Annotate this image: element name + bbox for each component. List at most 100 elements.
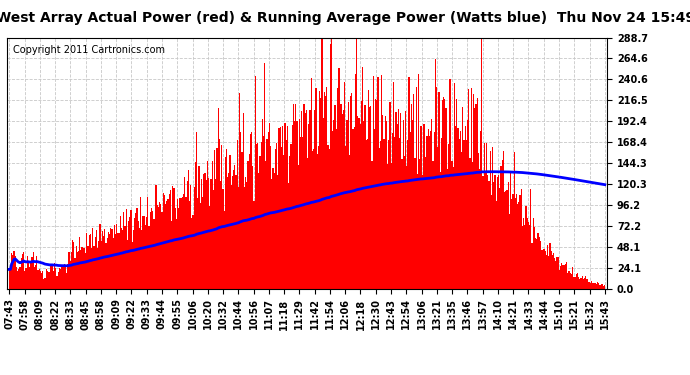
Bar <box>24 271 26 289</box>
Bar <box>48 272 49 289</box>
Bar <box>428 136 430 289</box>
Bar <box>297 165 299 289</box>
Bar <box>431 119 433 289</box>
Bar <box>126 210 127 289</box>
Bar <box>233 171 234 289</box>
Bar <box>104 229 106 289</box>
Bar <box>132 230 134 289</box>
Bar <box>47 271 48 289</box>
Bar <box>456 99 457 289</box>
Bar <box>292 124 293 289</box>
Bar <box>110 228 111 289</box>
Bar <box>302 136 304 289</box>
Bar <box>288 183 289 289</box>
Bar <box>486 143 487 289</box>
Bar <box>364 105 366 289</box>
Bar <box>320 98 322 289</box>
Bar <box>221 145 222 289</box>
Bar <box>117 233 119 289</box>
Bar <box>148 226 150 289</box>
Bar <box>406 166 407 289</box>
Bar <box>109 234 110 289</box>
Bar <box>582 276 583 289</box>
Bar <box>122 230 124 289</box>
Bar <box>477 153 479 289</box>
Bar <box>266 139 268 289</box>
Bar <box>469 159 471 289</box>
Bar <box>57 276 58 289</box>
Bar <box>59 268 60 289</box>
Bar <box>127 240 128 289</box>
Bar <box>500 166 502 289</box>
Bar <box>294 121 295 289</box>
Bar <box>584 278 585 289</box>
Bar <box>339 69 340 289</box>
Bar <box>492 147 493 289</box>
Bar <box>269 123 270 289</box>
Bar <box>504 192 505 289</box>
Bar <box>212 160 213 289</box>
Bar <box>397 109 399 289</box>
Bar <box>543 249 544 289</box>
Bar <box>571 274 572 289</box>
Bar <box>145 225 146 289</box>
Bar <box>84 248 85 289</box>
Bar <box>366 139 368 289</box>
Bar <box>565 264 566 289</box>
Bar <box>67 264 68 289</box>
Bar <box>567 273 569 289</box>
Bar <box>215 179 217 289</box>
Bar <box>369 107 371 289</box>
Bar <box>128 221 129 289</box>
Bar <box>78 251 79 289</box>
Bar <box>400 114 402 289</box>
Bar <box>34 267 35 289</box>
Bar <box>349 155 350 289</box>
Bar <box>495 201 497 289</box>
Bar <box>373 76 374 289</box>
Bar <box>130 210 132 289</box>
Bar <box>548 255 549 289</box>
Bar <box>524 225 526 289</box>
Bar <box>554 258 555 289</box>
Bar <box>546 255 547 289</box>
Bar <box>602 284 603 289</box>
Bar <box>239 93 240 289</box>
Bar <box>263 136 264 289</box>
Bar <box>555 261 556 289</box>
Bar <box>468 89 469 289</box>
Bar <box>28 263 29 289</box>
Bar <box>83 248 84 289</box>
Bar <box>539 237 540 289</box>
Bar <box>19 267 21 289</box>
Bar <box>32 252 34 289</box>
Bar <box>14 256 16 289</box>
Bar <box>9 269 10 289</box>
Bar <box>375 99 376 289</box>
Bar <box>62 267 63 289</box>
Bar <box>243 113 244 289</box>
Bar <box>455 126 456 289</box>
Bar <box>604 285 605 289</box>
Bar <box>335 105 336 289</box>
Bar <box>177 199 178 289</box>
Bar <box>184 177 186 289</box>
Bar <box>255 76 256 289</box>
Bar <box>348 102 349 289</box>
Bar <box>404 156 405 289</box>
Bar <box>237 140 238 289</box>
Bar <box>596 284 597 289</box>
Bar <box>552 255 553 289</box>
Bar <box>541 250 542 289</box>
Bar <box>31 257 32 289</box>
Bar <box>40 271 41 289</box>
Bar <box>279 127 281 289</box>
Bar <box>268 132 269 289</box>
Bar <box>158 207 159 289</box>
Bar <box>248 154 250 289</box>
Bar <box>437 147 438 289</box>
Bar <box>265 161 266 289</box>
Bar <box>405 111 406 289</box>
Bar <box>41 273 42 289</box>
Bar <box>204 173 206 289</box>
